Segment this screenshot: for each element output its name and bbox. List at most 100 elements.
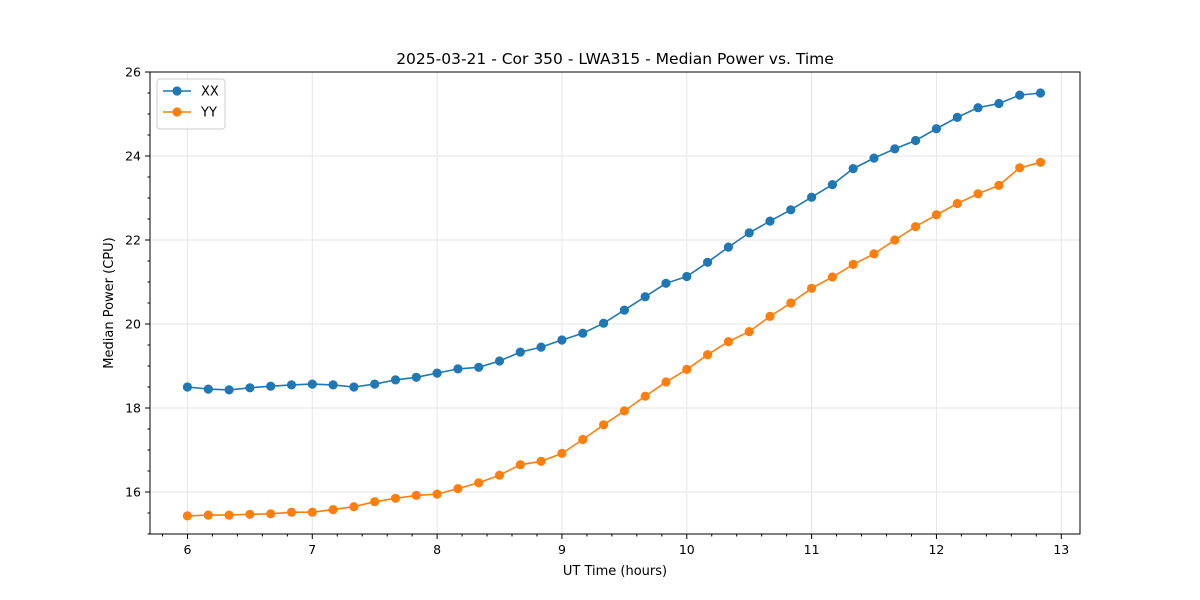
data-point-xx: [827, 180, 838, 190]
x-tick-label: 6: [183, 542, 191, 557]
x-axis-label: UT Time (hours): [563, 564, 667, 579]
data-point-yy: [848, 259, 858, 269]
data-point-xx: [182, 382, 192, 392]
grid: [150, 71, 1080, 534]
y-tick-label: 18: [125, 401, 141, 416]
data-point-yy: [869, 249, 879, 259]
series-layer: [182, 88, 1046, 521]
data-point-xx: [994, 98, 1004, 109]
y-tick-label: 26: [125, 65, 141, 80]
data-point-yy: [370, 497, 380, 507]
data-point-xx: [973, 103, 983, 113]
data-point-yy: [827, 272, 838, 282]
data-point-xx: [474, 362, 484, 372]
data-point-xx: [307, 379, 317, 389]
y-tick-label: 16: [125, 485, 141, 500]
data-point-xx: [599, 318, 609, 328]
legend-label: YY: [200, 106, 217, 121]
data-point-xx: [911, 135, 921, 146]
data-point-xx: [703, 257, 713, 267]
x-tick-label: 7: [308, 542, 316, 557]
data-point-xx: [765, 216, 775, 226]
data-point-yy: [515, 460, 525, 470]
data-point-xx: [349, 382, 359, 392]
data-point-yy: [390, 493, 401, 503]
data-point-xx: [848, 164, 858, 174]
data-point-xx: [557, 335, 567, 345]
data-point-yy: [661, 377, 671, 387]
data-point-xx: [203, 384, 213, 394]
data-point-xx: [224, 385, 234, 395]
data-point-xx: [807, 192, 817, 202]
data-point-yy: [307, 507, 317, 517]
data-point-yy: [286, 507, 297, 517]
series-line-yy: [187, 161, 1041, 517]
x-tick-label: 13: [1053, 542, 1069, 557]
data-point-xx: [328, 380, 338, 390]
data-point-yy: [203, 510, 213, 520]
data-point-xx: [1015, 90, 1025, 100]
data-point-xx: [682, 271, 692, 282]
data-point-yy: [619, 406, 630, 416]
series-yy: [182, 157, 1046, 521]
data-point-xx: [786, 205, 796, 215]
y-axis-label: Median Power (CPU): [102, 237, 117, 368]
plot-frame: [149, 71, 1081, 535]
data-point-xx: [245, 383, 255, 393]
data-point-xx: [578, 328, 588, 338]
data-point-yy: [1035, 157, 1046, 167]
data-point-yy: [994, 180, 1004, 190]
y-tick-label: 20: [125, 317, 141, 332]
data-point-xx: [890, 144, 900, 154]
chart-title: 2025-03-21 - Cor 350 - LWA315 - Median P…: [396, 50, 834, 68]
x-tick-label: 10: [679, 542, 695, 557]
data-point-xx: [286, 380, 297, 390]
data-point-yy: [1015, 163, 1025, 173]
data-point-yy: [931, 210, 942, 220]
data-point-yy: [557, 448, 567, 458]
data-point-xx: [723, 242, 734, 252]
data-point-yy: [224, 510, 234, 520]
data-point-yy: [744, 327, 754, 337]
data-point-xx: [744, 228, 754, 238]
data-point-yy: [640, 391, 650, 401]
x-tick-label: 11: [804, 542, 820, 557]
data-point-xx: [370, 379, 380, 389]
data-point-yy: [973, 189, 983, 199]
x-tick-label: 9: [558, 542, 566, 557]
data-point-xx: [1035, 88, 1046, 98]
y-tick-label: 22: [125, 233, 141, 248]
legend-marker: [172, 107, 182, 117]
data-point-xx: [536, 342, 546, 352]
data-point-xx: [869, 153, 879, 163]
data-point-xx: [432, 368, 442, 378]
data-point-yy: [536, 456, 546, 466]
data-point-yy: [349, 502, 359, 512]
data-point-yy: [494, 470, 505, 480]
data-point-yy: [182, 511, 192, 521]
y-tick-label: 24: [125, 149, 141, 164]
x-tick-label: 8: [433, 542, 441, 557]
axis-ticks: 6 7 8 9 10 11 12 13 16 18 20 22 24 26: [125, 65, 1069, 558]
data-point-xx: [619, 305, 630, 315]
data-point-yy: [599, 420, 609, 430]
data-point-yy: [952, 198, 962, 209]
data-point-xx: [640, 292, 650, 302]
data-point-yy: [432, 489, 442, 499]
legend: XX YY: [156, 78, 226, 130]
data-point-yy: [807, 283, 817, 293]
data-point-yy: [911, 222, 921, 232]
data-point-yy: [765, 311, 775, 321]
data-point-yy: [786, 298, 796, 308]
legend-marker: [172, 86, 182, 96]
data-point-yy: [703, 350, 713, 360]
data-point-yy: [890, 235, 900, 245]
data-point-xx: [390, 375, 401, 385]
data-point-yy: [266, 509, 276, 519]
data-point-yy: [411, 490, 421, 500]
data-point-xx: [931, 124, 942, 134]
data-point-yy: [723, 337, 734, 347]
data-point-xx: [952, 112, 962, 122]
data-point-xx: [266, 381, 276, 391]
